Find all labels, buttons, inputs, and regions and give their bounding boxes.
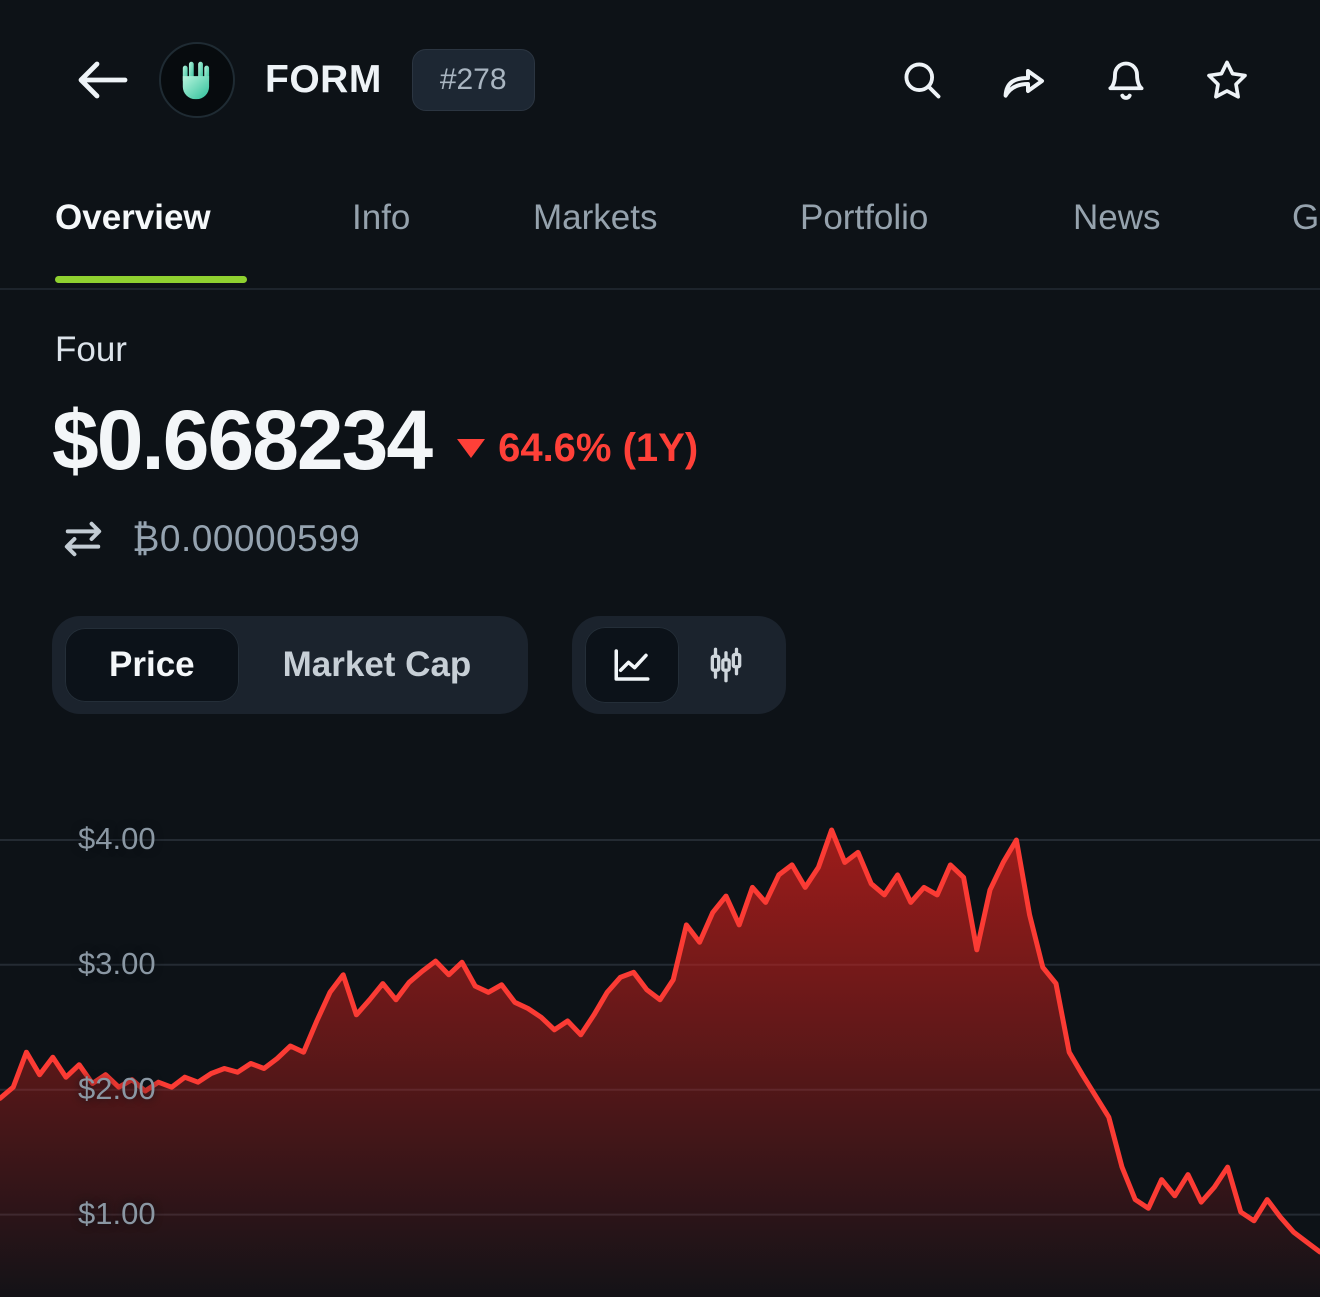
back-button[interactable] [75, 58, 129, 102]
tabs-divider [0, 288, 1320, 290]
btc-conversion-value: ₿0.00000599 [132, 518, 361, 559]
line-chart-button[interactable] [585, 627, 680, 703]
down-triangle-icon [457, 439, 486, 458]
share-button[interactable] [1000, 58, 1048, 102]
active-tab-indicator [55, 276, 247, 283]
hand-icon [182, 61, 210, 100]
share-icon [1003, 69, 1044, 98]
swap-currency-button[interactable] [60, 519, 106, 559]
line-chart-icon [614, 649, 650, 681]
coin-logo [159, 42, 235, 118]
price-change: 64.6% (1Y) [457, 426, 698, 471]
chart-line [0, 827, 1320, 1255]
candlestick-icon [710, 647, 742, 683]
y-axis-label: $1.00 [78, 1195, 156, 1231]
candlestick-chart-button[interactable] [679, 627, 773, 703]
tab-more[interactable]: G [1292, 198, 1320, 237]
coin-name: Four [55, 330, 127, 369]
y-axis-label: $3.00 [78, 945, 156, 981]
tab-bar: Overview Info Markets Portfolio News G [0, 170, 1320, 290]
price-chart-svg[interactable] [0, 790, 1320, 1297]
swap-icon [64, 521, 102, 557]
search-button[interactable] [900, 58, 944, 102]
metric-toggle: Price Market Cap [52, 616, 529, 714]
tab-info[interactable]: Info [352, 198, 411, 237]
metric-option-market-cap[interactable]: Market Cap [239, 628, 516, 702]
tab-news[interactable]: News [1073, 198, 1161, 237]
metric-option-price[interactable]: Price [65, 628, 239, 702]
chart-controls: Price Market Cap [52, 616, 787, 714]
coin-price: $0.668234 [52, 393, 433, 487]
notifications-button[interactable] [1104, 58, 1148, 102]
tab-portfolio[interactable]: Portfolio [800, 198, 929, 237]
coin-symbol: FORM [265, 58, 382, 101]
star-icon [1207, 60, 1247, 99]
y-axis-label: $2.00 [78, 1070, 156, 1106]
header-left: FORM #278 [75, 40, 535, 120]
price-change-text: 64.6% (1Y) [498, 426, 699, 470]
y-axis-label: $4.00 [78, 820, 156, 856]
btc-conversion-row: ₿0.00000599 [60, 518, 360, 560]
tab-markets[interactable]: Markets [533, 198, 658, 237]
price-chart[interactable]: $4.00$3.00$2.00$1.00 coingecko [0, 790, 1320, 1297]
tab-overview[interactable]: Overview [55, 198, 211, 237]
favorite-button[interactable] [1204, 57, 1250, 103]
bell-icon [1108, 61, 1144, 100]
back-arrow-icon [78, 61, 128, 99]
rank-badge: #278 [411, 49, 535, 111]
chart-area-fill [0, 830, 1320, 1297]
price-row: $0.668234 64.6% (1Y) [52, 392, 698, 489]
header-right [900, 40, 1250, 120]
search-icon [904, 62, 941, 99]
chart-type-toggle [572, 616, 787, 714]
